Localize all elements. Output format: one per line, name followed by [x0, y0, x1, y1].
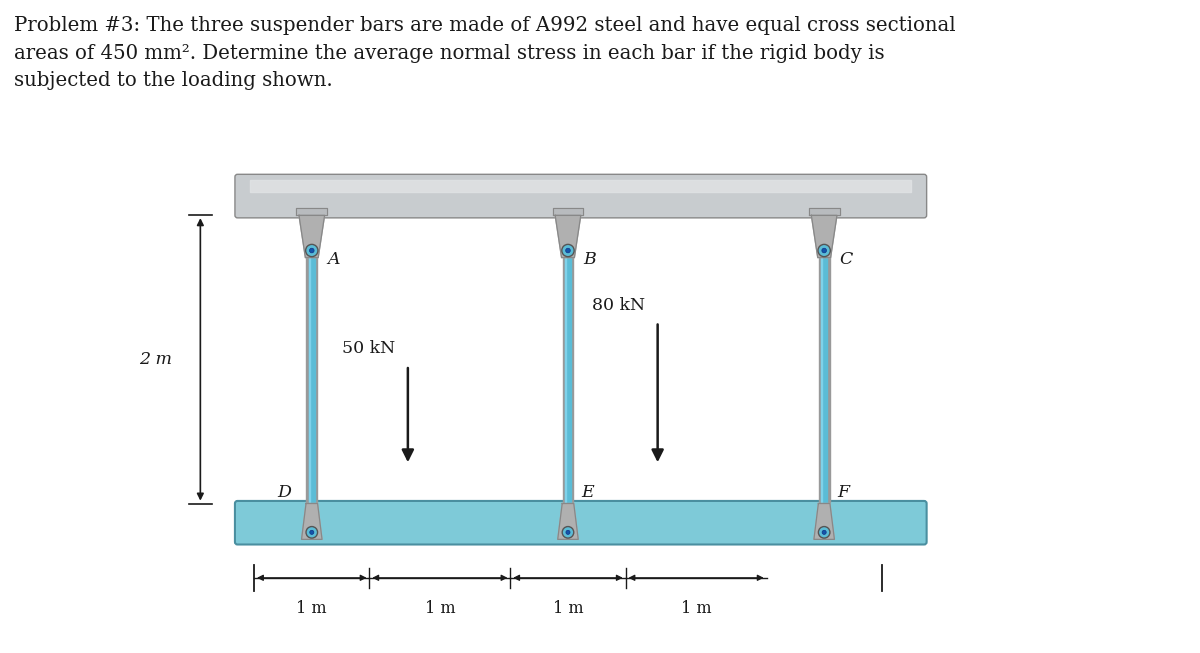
Circle shape: [310, 530, 314, 534]
Circle shape: [306, 244, 318, 257]
Text: 50 kN: 50 kN: [342, 340, 395, 357]
Polygon shape: [814, 503, 834, 539]
Text: 1 m: 1 m: [680, 599, 712, 616]
Polygon shape: [565, 251, 571, 502]
Text: 80 kN: 80 kN: [592, 297, 644, 314]
Circle shape: [822, 530, 827, 534]
Text: 1 m: 1 m: [296, 599, 328, 616]
Circle shape: [818, 244, 830, 257]
Polygon shape: [308, 251, 310, 502]
Circle shape: [562, 244, 574, 257]
Text: C: C: [840, 251, 853, 268]
Text: E: E: [581, 484, 594, 501]
Text: 2 m: 2 m: [139, 351, 172, 368]
Polygon shape: [821, 251, 822, 502]
Text: A: A: [328, 251, 340, 268]
Circle shape: [565, 248, 570, 253]
Polygon shape: [308, 251, 314, 502]
Polygon shape: [565, 251, 566, 502]
Polygon shape: [818, 251, 829, 502]
Text: D: D: [277, 484, 292, 501]
Polygon shape: [558, 503, 578, 539]
Polygon shape: [306, 251, 317, 502]
Polygon shape: [299, 215, 325, 257]
Polygon shape: [563, 251, 574, 502]
Polygon shape: [811, 215, 836, 257]
Text: Problem #3: The three suspender bars are made of A992 steel and have equal cross: Problem #3: The three suspender bars are…: [14, 16, 956, 90]
Text: 1 m: 1 m: [553, 599, 583, 616]
Polygon shape: [301, 503, 322, 539]
Text: F: F: [836, 484, 848, 501]
Circle shape: [822, 248, 827, 253]
Circle shape: [306, 526, 318, 538]
Text: B: B: [583, 251, 596, 268]
Circle shape: [563, 526, 574, 538]
Circle shape: [310, 248, 314, 253]
Polygon shape: [821, 251, 827, 502]
Circle shape: [818, 526, 830, 538]
FancyBboxPatch shape: [235, 501, 926, 545]
Circle shape: [566, 530, 570, 534]
FancyBboxPatch shape: [235, 174, 926, 218]
Polygon shape: [556, 215, 581, 257]
Text: 1 m: 1 m: [425, 599, 455, 616]
